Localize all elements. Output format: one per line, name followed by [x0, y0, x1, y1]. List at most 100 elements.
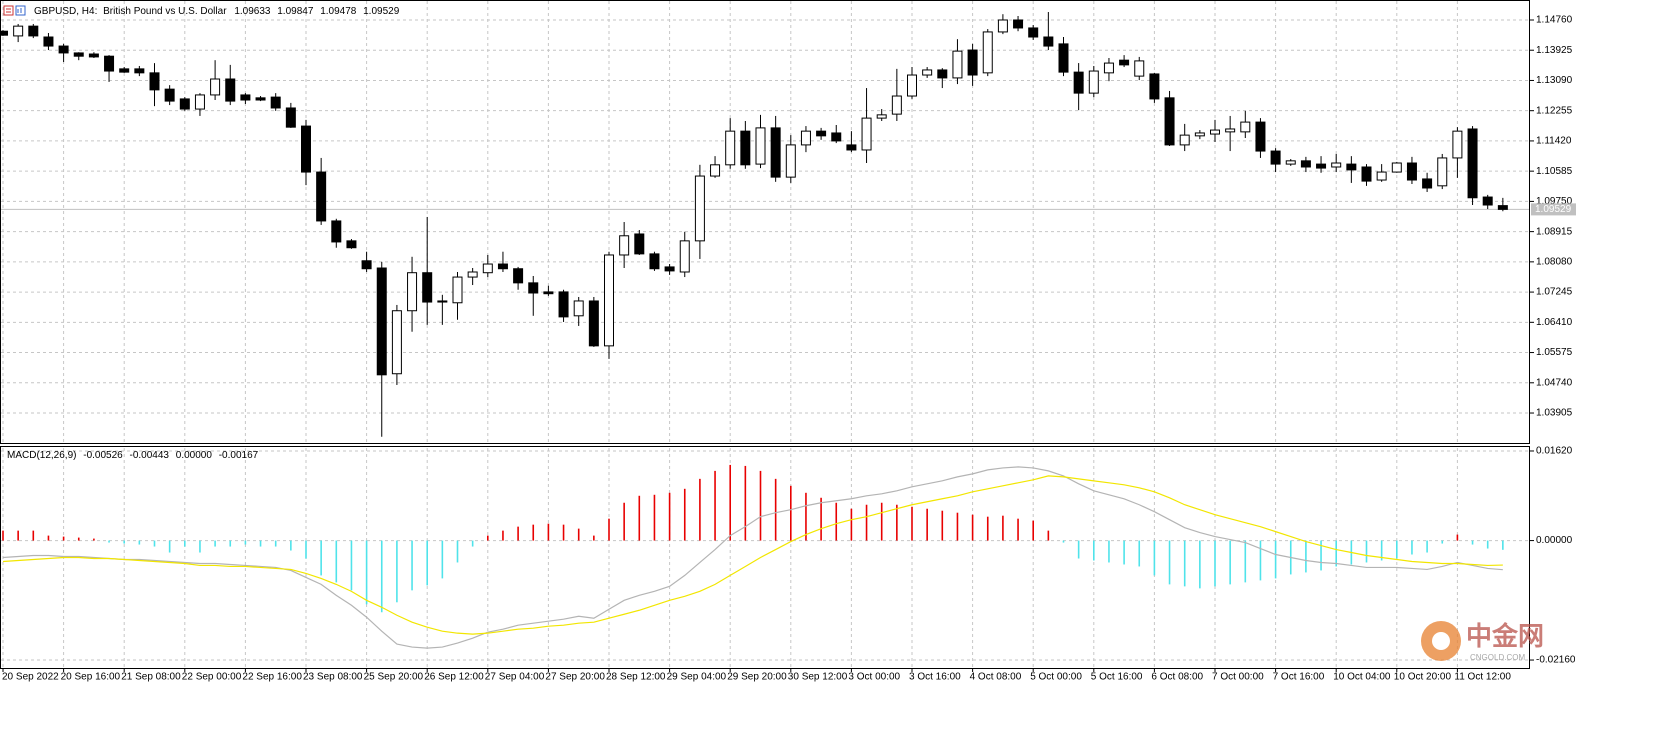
candle-body — [88, 53, 99, 58]
candle-body — [1225, 128, 1236, 133]
candle-body — [361, 260, 372, 270]
macd-readout: -0.00526 — [83, 450, 123, 461]
candle-body — [1346, 163, 1357, 171]
candle-body — [937, 69, 948, 79]
x-tick-label: 21 Sep 08:00 — [121, 672, 181, 683]
candle-body — [391, 310, 402, 375]
candle-body — [134, 68, 145, 74]
x-tick-label: 7 Oct 16:00 — [1273, 672, 1325, 683]
candle-body — [301, 125, 311, 173]
candle-body — [1043, 36, 1054, 47]
candle-body — [452, 276, 463, 304]
candle-body — [1331, 162, 1342, 168]
candle-body — [664, 266, 675, 272]
candle-body — [13, 25, 24, 37]
watermark-logo — [1432, 632, 1450, 650]
candle-body — [119, 68, 130, 73]
indicator-line — [2, 466, 1503, 649]
candle-body — [694, 175, 705, 242]
candle-body — [149, 72, 160, 91]
candle-body — [710, 164, 721, 177]
candle-body — [997, 19, 1008, 33]
x-tick-label: 25 Sep 20:00 — [364, 672, 424, 683]
candle-body — [210, 78, 221, 96]
candle-body — [588, 300, 599, 347]
buffer-readout: 0.00000 — [176, 450, 213, 461]
x-tick-label: 7 Oct 00:00 — [1212, 672, 1264, 683]
candle-body — [316, 171, 327, 222]
candle-body — [376, 267, 387, 376]
candle-body — [558, 291, 569, 318]
candle-body — [1088, 70, 1099, 94]
candle-body — [619, 235, 630, 256]
candle-body — [497, 263, 508, 270]
candle-body — [1300, 160, 1311, 168]
x-tick-label: 30 Sep 12:00 — [788, 672, 848, 683]
last-price-label: 1.09529 — [1535, 204, 1572, 215]
candle-body — [1437, 157, 1448, 187]
chart-header: GBPUSD, H4: British Pound vs U.S. Dollar… — [34, 6, 400, 17]
x-tick-label: 4 Oct 08:00 — [970, 672, 1022, 683]
candle-body — [1285, 160, 1296, 165]
macd-panel-frame — [0, 446, 1530, 669]
candle-body — [179, 98, 190, 110]
candle-body — [1210, 129, 1220, 135]
window-icons — [3, 5, 26, 16]
y-tick-label: 1.12255 — [1536, 105, 1573, 116]
candle-body — [1028, 27, 1039, 38]
y-tick-label: 1.13925 — [1536, 45, 1573, 56]
candle-body — [1073, 71, 1084, 94]
candle-body — [1497, 205, 1508, 210]
indicator-line — [2, 475, 1503, 635]
candle-body — [422, 272, 433, 303]
candle-body — [1149, 73, 1160, 100]
chart-subtitle: British Pound vs U.S. Dollar — [103, 6, 227, 17]
watermark-subtext: CNGOLD.COM — [1470, 653, 1525, 662]
candle-body — [1361, 166, 1372, 182]
candle-body — [1103, 62, 1114, 74]
candle-body — [861, 117, 872, 151]
candle-body — [1194, 132, 1205, 137]
candle-body — [1376, 171, 1387, 181]
y-tick-label: 1.08915 — [1536, 226, 1573, 237]
x-tick-label: 11 Oct 12:00 — [1454, 672, 1511, 683]
candle-body — [573, 300, 584, 317]
y-tick-label: 1.11420 — [1536, 136, 1572, 147]
candle-body — [1406, 162, 1417, 181]
mark-layer — [0, 12, 1508, 649]
x-tick-label: 26 Sep 12:00 — [424, 672, 484, 683]
y-tick-label: 1.03905 — [1536, 408, 1573, 419]
candle-body — [634, 233, 645, 255]
candle-body — [816, 130, 827, 137]
candle-body — [28, 25, 39, 37]
candle-body — [285, 107, 296, 128]
x-tick-label: 20 Sep 2022 — [2, 672, 59, 683]
icon — [3, 5, 14, 16]
candle-body — [1240, 121, 1251, 133]
candle-body — [528, 282, 539, 294]
candle-body — [725, 130, 736, 166]
candle-body — [755, 127, 766, 165]
last-price-box — [1531, 203, 1576, 216]
x-tick-label: 3 Oct 16:00 — [909, 672, 961, 683]
candle-body — [225, 78, 236, 102]
y-tick-label: 0.01620 — [1536, 446, 1573, 457]
candle-body — [604, 254, 614, 347]
candle-body — [982, 31, 993, 74]
low-readout: 1.09478 — [320, 6, 357, 17]
chart-title: GBPUSD, H4: — [34, 6, 97, 17]
x-tick-label: 29 Sep 04:00 — [667, 672, 727, 683]
candle-body — [255, 97, 266, 101]
x-tick-label: 5 Oct 16:00 — [1091, 672, 1143, 683]
candle-body — [907, 74, 917, 97]
x-tick-label: 10 Oct 04:00 — [1333, 672, 1391, 683]
candle-body — [876, 114, 887, 119]
y-tick-label: 1.10585 — [1536, 166, 1573, 177]
x-tick-label: 28 Sep 12:00 — [606, 672, 666, 683]
candle-body — [1422, 178, 1433, 189]
x-tick-label: 27 Sep 04:00 — [485, 672, 545, 683]
x-tick-label: 3 Oct 00:00 — [848, 672, 900, 683]
y-tick-label: 1.13090 — [1536, 75, 1573, 86]
candle-body — [513, 268, 524, 284]
candle-body — [740, 130, 751, 166]
